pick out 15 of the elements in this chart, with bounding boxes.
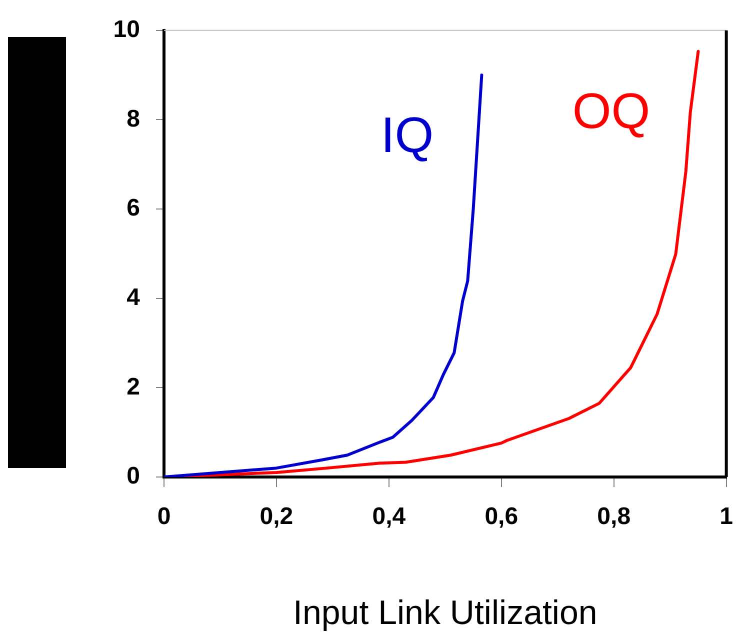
x-axis-title: Input Link Utilization (293, 594, 598, 632)
series-label: IQ (380, 107, 434, 164)
y-tick-label: 10 (113, 16, 140, 44)
y-tick-label: 6 (126, 194, 140, 222)
y-tick-label: 2 (126, 373, 140, 400)
x-tick-label: 0 (157, 503, 171, 530)
x-tick-label: 0,4 (372, 503, 406, 530)
y-tick-label: 8 (126, 105, 140, 132)
x-tick-label: 1 (720, 503, 734, 530)
y-tick-label: 0 (126, 462, 140, 490)
x-tick-label: 0,8 (597, 503, 631, 530)
y-tick-label: 4 (126, 284, 141, 311)
x-tick-label: 0,2 (260, 503, 294, 530)
x-tick-label: 0,6 (484, 503, 518, 530)
series-label: OQ (572, 83, 650, 140)
